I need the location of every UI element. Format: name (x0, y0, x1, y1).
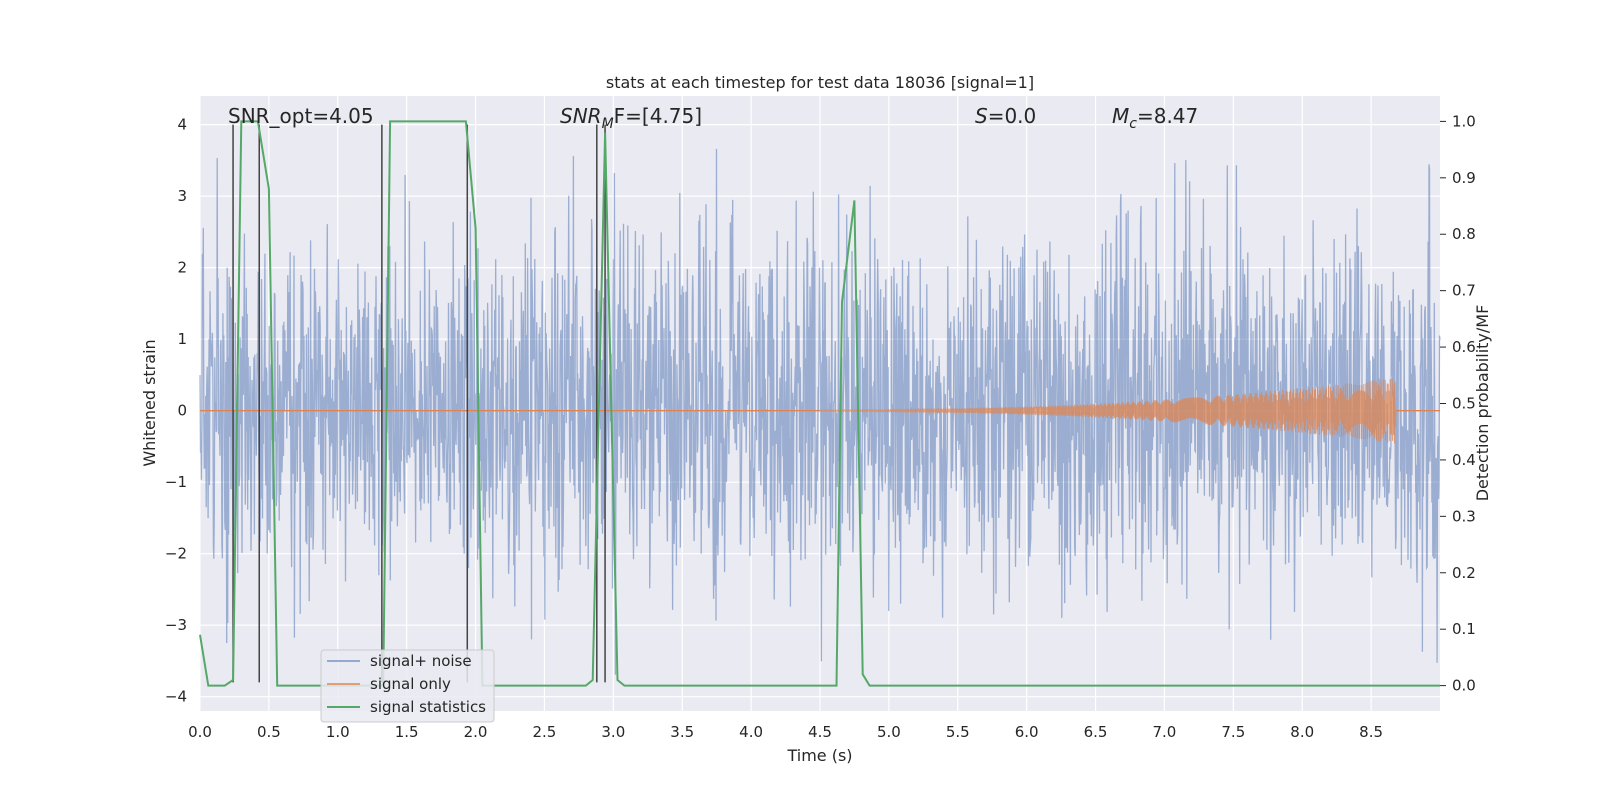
legend-box (320, 649, 495, 723)
y-tick-label-right-1: 0.9 (1452, 169, 1476, 187)
y-tick-label-right-7: 0.3 (1452, 507, 1476, 525)
x-tick-label-6: 3.0 (601, 723, 625, 741)
signal-only-series (200, 378, 1440, 444)
y-tick-label-left-5: −1 (165, 473, 187, 491)
annotation-snr-mf-sub: M (602, 116, 614, 132)
signal-noise-series (199, 148, 1441, 675)
y-tick-label-right-6: 0.4 (1452, 451, 1476, 469)
y-axis-label-right: Detection probability/MF (1473, 305, 1492, 502)
y-tick-label-left-2: 2 (177, 259, 187, 277)
legend-label-signal-noise: signal+ noise (370, 652, 472, 670)
x-tick-label-0: 0.0 (188, 723, 212, 741)
x-tick-label-5: 2.5 (533, 723, 557, 741)
annotation-snr-mf: SNRMF=[4.75] (560, 104, 702, 132)
y-tick-label-left-8: −4 (165, 688, 187, 706)
x-tick-label-1: 0.5 (257, 723, 281, 741)
chart-title: stats at each timestep for test data 180… (606, 73, 1034, 92)
y-tick-label-left-4: 0 (177, 402, 187, 420)
annotation-snr-mf-rest: F=[4.75] (614, 104, 702, 128)
y-axis-label-left: Whitened strain (140, 339, 159, 466)
x-tick-label-13: 6.5 (1084, 723, 1108, 741)
y-tick-labels-right: 1.0 0.9 0.8 0.7 0.6 0.5 0.4 0.3 0.2 0.1 0.0 (1440, 112, 1476, 695)
signal-statistics-line (199, 120, 1440, 687)
y-tick-label-right-10: 0.0 (1452, 677, 1476, 695)
annotation-mc-rest: =8.47 (1137, 104, 1198, 128)
y-tick-label-right-3: 0.7 (1452, 282, 1476, 300)
x-tick-label-11: 5.5 (946, 723, 970, 741)
y-tick-label-left-0: 4 (177, 116, 187, 134)
x-tick-label-2: 1.0 (326, 723, 350, 741)
annotation-snr-opt: SNR_opt=4.05 (228, 104, 374, 128)
x-tick-label-17: 8.5 (1359, 723, 1383, 741)
y-tick-label-left-6: −2 (165, 545, 187, 563)
signal-statistics-series (199, 120, 1440, 687)
x-tick-label-8: 4.0 (739, 723, 763, 741)
y-tick-label-right-4: 0.6 (1452, 338, 1476, 356)
x-tick-label-14: 7.0 (1153, 723, 1177, 741)
vertical-markers (232, 124, 606, 683)
annotation-mc: Mc=8.47 (1112, 104, 1198, 132)
y-tick-label-left-3: 1 (177, 330, 187, 348)
y-tick-labels-left: 4 3 2 1 0 −1 −2 −3 −4 (165, 116, 187, 706)
legend: signal+ noise signal only signal statist… (320, 649, 495, 723)
annotation-mc-sub: c (1129, 116, 1137, 132)
x-tick-label-4: 2.0 (464, 723, 488, 741)
x-axis-label: Time (s) (786, 746, 852, 765)
x-tick-label-3: 1.5 (395, 723, 419, 741)
annotation-mc-main: M (1112, 104, 1129, 128)
signal-noise-line (199, 148, 1441, 675)
legend-label-signal-only: signal only (370, 675, 451, 693)
y-tick-label-right-5: 0.5 (1452, 395, 1476, 413)
annotation-s-main: S (975, 104, 988, 128)
x-tick-label-12: 6.0 (1015, 723, 1039, 741)
y-tick-label-right-2: 0.8 (1452, 225, 1476, 243)
annotation-s-rest: =0.0 (988, 104, 1037, 128)
x-tick-label-15: 7.5 (1221, 723, 1245, 741)
x-tick-label-10: 5.0 (877, 723, 901, 741)
legend-label-signal-statistics: signal statistics (370, 698, 486, 716)
x-tick-label-9: 4.5 (808, 723, 832, 741)
y-tick-label-right-8: 0.2 (1452, 564, 1476, 582)
y-tick-label-right-0: 1.0 (1452, 112, 1476, 130)
x-tick-labels: 0.0 0.5 1.0 1.5 2.0 2.5 3.0 3.5 4.0 4.5 5.0 5.5 6.0 6… (188, 723, 1383, 741)
signal-only-chirp (819, 378, 1397, 444)
x-tick-label-16: 8.0 (1290, 723, 1314, 741)
x-tick-label-7: 3.5 (670, 723, 694, 741)
annotation-snr-mf-main: SNR (560, 104, 602, 128)
y-tick-label-left-1: 3 (177, 187, 187, 205)
y-tick-label-left-7: −3 (165, 616, 187, 634)
y-tick-label-right-9: 0.1 (1452, 620, 1476, 638)
annotation-s: S=0.0 (975, 104, 1036, 128)
